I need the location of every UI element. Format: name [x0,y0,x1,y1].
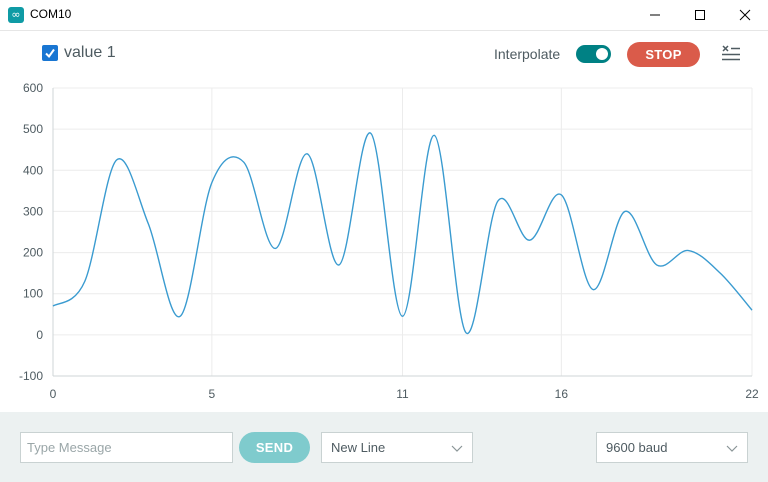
x-tick-label: 16 [555,387,569,401]
legend: value 1 [42,44,116,62]
series-checkbox[interactable] [42,45,58,61]
series-line [52,132,753,334]
interpolate-label: Interpolate [494,46,561,62]
checkmark-icon [45,48,55,59]
interpolate-toggle[interactable] [576,45,611,63]
x-tick-label: 5 [209,387,216,401]
title-bar: ∞ COM10 [0,0,768,31]
clear-plot-button[interactable] [721,44,741,64]
chevron-down-icon [451,445,463,452]
clear-list-icon [722,45,740,61]
y-tick-label: 300 [23,204,43,218]
x-tick-label: 11 [396,387,409,401]
series-label: value 1 [64,44,116,61]
maximize-button[interactable] [677,0,723,30]
minimize-button[interactable] [632,0,678,30]
bottom-bar: SEND New Line 9600 baud [0,412,768,482]
y-tick-label: 0 [36,328,43,342]
x-tick-label: 0 [50,387,57,401]
close-button[interactable] [722,0,768,30]
y-tick-label: 600 [23,81,43,95]
y-tick-label: 100 [23,287,43,301]
window-title: COM10 [30,7,72,21]
toggle-knob [596,48,608,60]
minimize-icon [650,14,660,16]
baud-rate-select[interactable]: 9600 baud [596,432,748,463]
stop-button[interactable]: STOP [627,42,700,67]
x-tick-label: 22 [745,387,759,401]
baud-rate-value: 9600 baud [606,440,668,455]
chevron-down-icon [726,445,738,452]
y-tick-label: -100 [19,369,43,383]
close-icon [739,9,751,21]
plot-chart: -100 0 100 200 300 400 500 600 0 5 11 16 22 [19,81,759,401]
line-ending-select[interactable]: New Line [321,432,473,463]
maximize-icon [695,10,705,20]
y-tick-label: 500 [23,122,43,136]
message-input[interactable] [20,432,233,463]
infinity-icon: ∞ [8,7,24,23]
send-button[interactable]: SEND [239,432,310,463]
y-tick-label: 400 [23,163,43,177]
line-ending-value: New Line [331,440,386,455]
y-tick-label: 200 [23,246,43,260]
